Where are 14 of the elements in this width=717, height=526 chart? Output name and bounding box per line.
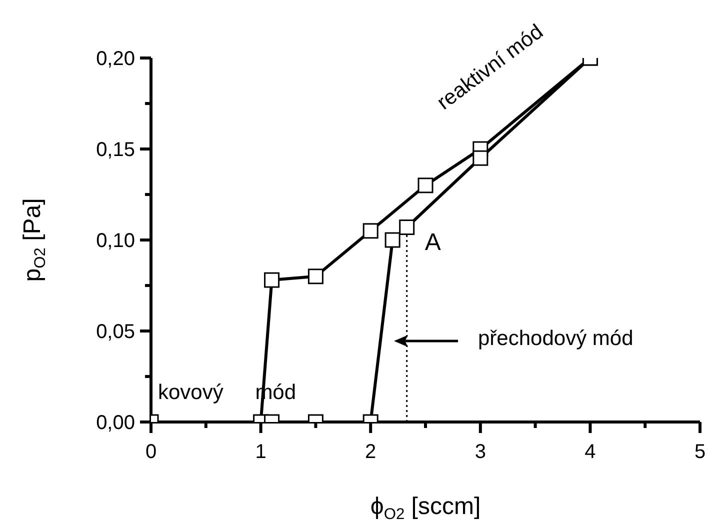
annotation: A [424, 229, 441, 258]
y-tick-label: 0,10 [96, 230, 135, 252]
y-tick-label: 0,20 [96, 48, 135, 70]
x-tick-label: 5 [694, 441, 706, 463]
y-tick-label: 0,00 [96, 412, 135, 434]
x-tick-label: 3 [474, 441, 486, 463]
annotation: přechodový mód [478, 326, 634, 352]
x-tick-label: 4 [584, 441, 596, 463]
x-tick-label: 1 [255, 441, 266, 463]
y-tick-label: 0,05 [96, 321, 135, 343]
x-axis-title: ϕ$_{O2}$ [sccm] [370, 493, 481, 523]
x-tick-label: 2 [365, 441, 376, 463]
x-tick-label: 0 [145, 441, 157, 463]
y-tick-label: 0,15 [96, 139, 135, 161]
